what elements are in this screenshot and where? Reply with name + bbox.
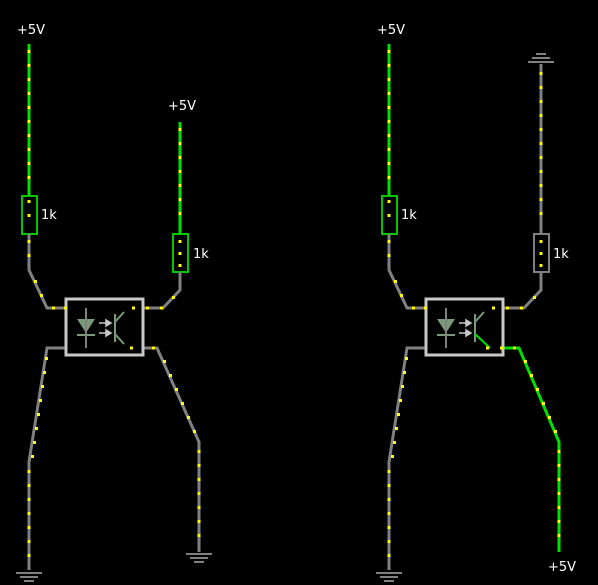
left-led-anode-wire[interactable]	[27, 234, 77, 310]
left-collector-resistor-label: 1k	[193, 247, 209, 262]
right-collector-ground-icon	[528, 53, 554, 63]
left-led-cathode-wire[interactable]	[27, 346, 77, 570]
right-led-anode-wire[interactable]	[387, 234, 437, 310]
right-supply-label: +5V	[377, 23, 406, 38]
right-led-cathode-wire[interactable]	[387, 346, 437, 570]
left-optocoupler[interactable]	[64, 297, 145, 357]
right-ground-icon	[376, 572, 402, 582]
right-emitter-supply-label: +5V	[548, 560, 577, 575]
left-emitter-wire[interactable]	[124, 346, 201, 552]
right-emitter-wire[interactable]	[484, 346, 561, 552]
right-collector-resistor-label: 1k	[553, 247, 569, 262]
left-emitter-ground-icon	[186, 553, 212, 563]
left-input-resistor-label: 1k	[41, 208, 57, 223]
left-circuit	[16, 44, 212, 582]
left-current-dots	[27, 50, 201, 557]
right-light-arrows-icon	[459, 318, 473, 338]
right-optocoupler[interactable]	[424, 297, 505, 357]
left-supply-label: +5V	[17, 23, 46, 38]
right-circuit	[376, 44, 561, 582]
left-ground-icon	[16, 572, 42, 582]
left-phototransistor-icon	[114, 311, 125, 345]
left-light-arrows-icon	[99, 318, 113, 338]
right-current-dots	[387, 50, 561, 557]
left-collector-supply-label: +5V	[168, 99, 197, 114]
right-input-resistor-label: 1k	[401, 208, 417, 223]
right-phototransistor-icon	[474, 311, 491, 349]
